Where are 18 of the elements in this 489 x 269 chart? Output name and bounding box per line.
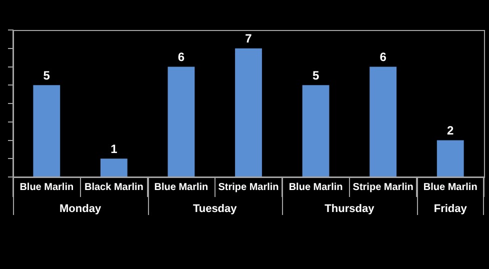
data-label: 1	[110, 142, 118, 156]
data-label: 7	[245, 32, 252, 46]
data-label: 5	[312, 68, 320, 82]
x-tick-label: Stripe Marlin	[218, 182, 279, 193]
text: Thursday	[324, 203, 376, 216]
x-tick-label: Blue Marlin	[154, 182, 208, 193]
x-tick-label: Blue Marlin	[423, 182, 478, 193]
text: Monday	[60, 203, 102, 216]
x-tick-label: Black Marlin	[84, 182, 144, 193]
text: Tuesday	[192, 203, 238, 216]
data-label: 5	[43, 68, 50, 82]
data-label: 6	[380, 50, 387, 64]
text: Friday	[434, 203, 468, 216]
x-tick-label: Blue Marlin	[288, 182, 343, 193]
x-tick-label: Blue Marlin	[20, 182, 74, 193]
x-tick-label: Stripe Marlin	[352, 182, 414, 193]
data-label: 6	[178, 50, 185, 64]
data-label: 2	[447, 124, 454, 138]
